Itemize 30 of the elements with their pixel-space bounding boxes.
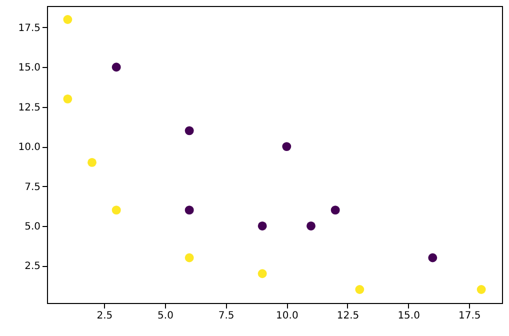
point — [330, 206, 340, 215]
x-tick-label: 5.0 — [158, 310, 174, 322]
y-tick-label: 2.5 — [24, 261, 40, 272]
y-tick-label: 7.5 — [24, 182, 40, 193]
point — [184, 206, 194, 215]
point — [88, 158, 96, 167]
x-tick-label: 17.5 — [458, 310, 481, 322]
point — [282, 142, 292, 152]
point — [63, 15, 72, 24]
y-tick-label: 10.0 — [18, 142, 40, 154]
point — [476, 285, 486, 294]
x-tick-label: 12.5 — [336, 310, 360, 322]
point — [112, 62, 121, 72]
point — [184, 126, 194, 136]
point — [63, 94, 72, 104]
point — [258, 269, 267, 278]
y-tick-label: 12.5 — [18, 102, 40, 114]
x-tick-label: 2.5 — [96, 310, 113, 322]
point — [355, 285, 364, 294]
point — [112, 206, 121, 215]
x-tick-label: 10.0 — [276, 310, 298, 322]
y-tick-label: 17.5 — [18, 22, 40, 34]
x-tick-label: 7.5 — [218, 310, 234, 322]
point — [184, 253, 194, 262]
y-tick-label: 15.0 — [18, 62, 40, 74]
x-tick-label: 15.0 — [398, 310, 420, 322]
point — [306, 222, 316, 230]
point — [428, 253, 438, 262]
point — [258, 222, 267, 230]
y-tick-label: 5.0 — [24, 221, 40, 232]
